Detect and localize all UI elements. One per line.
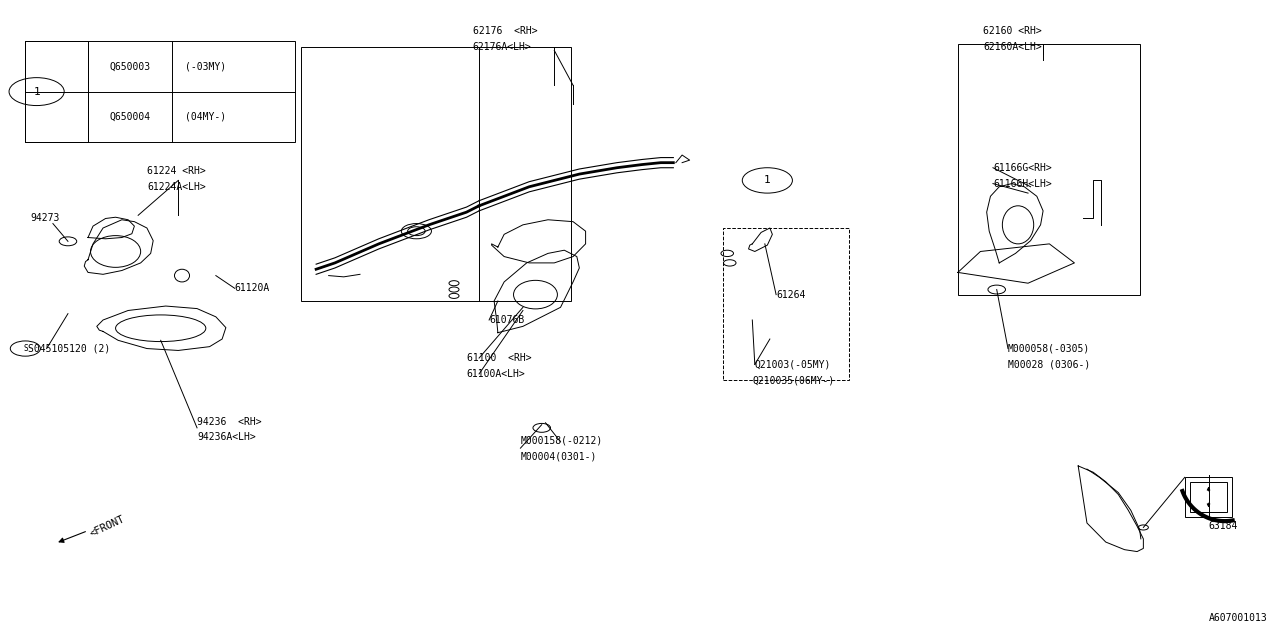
Text: (-03MY): (-03MY): [184, 61, 225, 71]
Text: M000058(-0305): M000058(-0305): [1007, 344, 1091, 353]
Text: A607001013: A607001013: [1208, 613, 1267, 623]
Bar: [1185, 477, 1233, 516]
Text: 62176A<LH>: 62176A<LH>: [472, 42, 531, 52]
Text: Q210035(06MY-): Q210035(06MY-): [753, 375, 835, 385]
Bar: [723, 228, 849, 380]
Text: S: S: [23, 344, 28, 353]
Text: M000158(-0212): M000158(-0212): [521, 436, 603, 445]
Text: 62160A<LH>: 62160A<LH>: [983, 42, 1042, 52]
Bar: [301, 47, 571, 301]
Bar: [26, 41, 294, 142]
Text: M00004(0301-): M00004(0301-): [521, 451, 596, 461]
Text: 62160 <RH>: 62160 <RH>: [983, 26, 1042, 36]
Text: M00028 (0306-): M00028 (0306-): [1007, 360, 1091, 369]
Text: Q21003(-05MY): Q21003(-05MY): [755, 360, 831, 369]
Text: 61076B: 61076B: [489, 315, 525, 325]
Text: 61224A<LH>: 61224A<LH>: [147, 182, 206, 192]
Text: Q650003: Q650003: [109, 61, 151, 71]
Text: 94236  <RH>: 94236 <RH>: [197, 417, 261, 426]
Text: Q650004: Q650004: [109, 112, 151, 122]
Text: 61166G<RH>: 61166G<RH>: [993, 163, 1052, 173]
Text: (04MY-): (04MY-): [184, 112, 225, 122]
Bar: [26, 41, 88, 142]
Text: 61100  <RH>: 61100 <RH>: [466, 353, 531, 363]
Text: 94273: 94273: [31, 214, 60, 223]
Text: 61264: 61264: [776, 290, 805, 300]
Text: 63184: 63184: [1208, 521, 1238, 531]
Text: S045105120 (2): S045105120 (2): [28, 344, 110, 353]
Text: 94236A<LH>: 94236A<LH>: [197, 433, 256, 442]
Bar: [1189, 483, 1228, 511]
Bar: [957, 44, 1139, 294]
Text: 1: 1: [33, 86, 40, 97]
Text: 61224 <RH>: 61224 <RH>: [147, 166, 206, 176]
Text: 1: 1: [764, 175, 771, 186]
Text: 61100A<LH>: 61100A<LH>: [466, 369, 525, 379]
Text: 61120A: 61120A: [234, 284, 270, 293]
Text: 62176  <RH>: 62176 <RH>: [472, 26, 538, 36]
Text: 61166H<LH>: 61166H<LH>: [993, 179, 1052, 189]
Text: <FRONT: <FRONT: [88, 514, 127, 539]
